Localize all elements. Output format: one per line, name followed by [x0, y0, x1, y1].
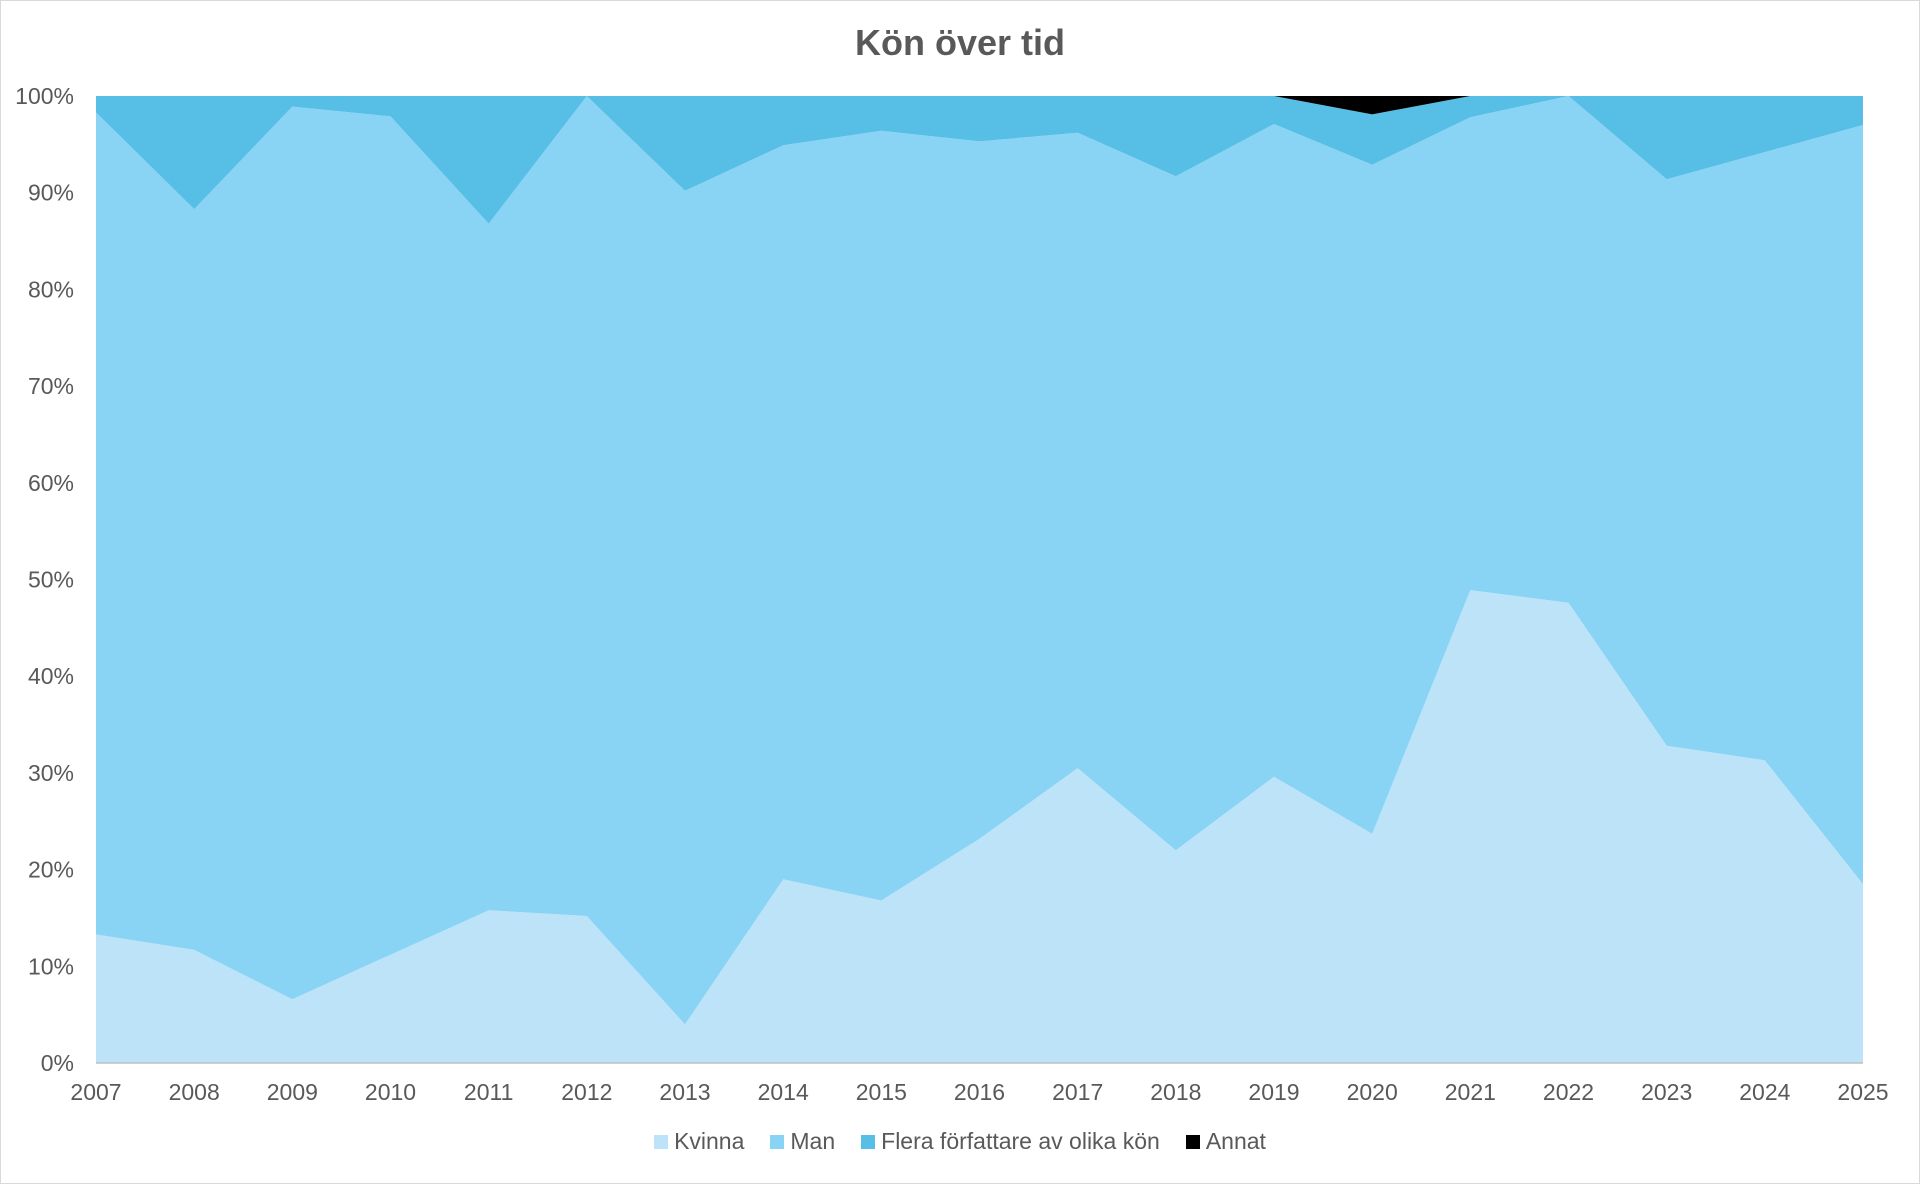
x-tick-label: 2008 [169, 1079, 220, 1105]
y-tick-label: 100% [15, 83, 74, 109]
legend-label: Annat [1205, 1128, 1266, 1154]
x-tick-label: 2009 [267, 1079, 318, 1105]
y-tick-label: 70% [28, 373, 74, 399]
y-tick-label: 50% [28, 567, 74, 593]
legend-label: Man [790, 1128, 836, 1154]
x-tick-label: 2018 [1150, 1079, 1201, 1105]
x-tick-label: 2010 [365, 1079, 416, 1105]
y-tick-label: 80% [28, 276, 74, 302]
area-series-3 [96, 96, 1863, 115]
chart-title: Kön över tid [854, 22, 1065, 63]
x-tick-label: 2020 [1347, 1079, 1398, 1105]
x-tick-label: 2017 [1052, 1079, 1103, 1105]
legend-label: Kvinna [674, 1128, 745, 1154]
axes: 2007 2008 2009 2010 2011 2012 2013 2014 2015 2016… [15, 83, 1888, 1105]
y-tick-label: 10% [28, 953, 74, 979]
legend-swatch [861, 1134, 876, 1149]
legend-item: Man [770, 1128, 835, 1155]
y-tick-label: 20% [28, 857, 74, 883]
legend-item: Annat [1185, 1128, 1266, 1155]
x-tick-label: 2022 [1543, 1079, 1594, 1105]
legend-swatch [770, 1134, 785, 1149]
series-areas [96, 96, 1863, 1063]
y-tick-label: 90% [28, 180, 74, 206]
area-series-0 [96, 590, 1863, 1063]
area-series-2 [96, 96, 1863, 224]
x-tick-label: 2015 [856, 1079, 907, 1105]
x-tick-label: 2007 [70, 1079, 121, 1105]
x-tick-label: 2021 [1445, 1079, 1496, 1105]
y-tick-label: 0% [41, 1050, 74, 1076]
legend-swatch [1185, 1134, 1200, 1149]
x-tick-label: 2019 [1248, 1079, 1299, 1105]
x-tick-label: 2013 [659, 1079, 710, 1105]
y-tick-label: 30% [28, 760, 74, 786]
x-tick-label: 2024 [1739, 1079, 1790, 1105]
x-tick-label: 2012 [561, 1079, 612, 1105]
legend: Kvinna Man Flera författare av olika kön An… [0, 1128, 1920, 1155]
legend-label: Flera författare av olika kön [881, 1128, 1160, 1154]
area-series-1 [96, 96, 1863, 1025]
x-tick-label: 2016 [954, 1079, 1005, 1105]
x-tick-label: 2023 [1641, 1079, 1692, 1105]
legend-swatch [654, 1134, 669, 1149]
y-tick-label: 60% [28, 470, 74, 496]
x-tick-label: 2025 [1837, 1079, 1888, 1105]
x-tick-label: 2014 [758, 1079, 809, 1105]
y-tick-label: 40% [28, 663, 74, 689]
legend-item: Flera författare av olika kön [861, 1128, 1160, 1155]
x-tick-label: 2011 [464, 1079, 513, 1105]
legend-item: Kvinna [654, 1128, 744, 1155]
